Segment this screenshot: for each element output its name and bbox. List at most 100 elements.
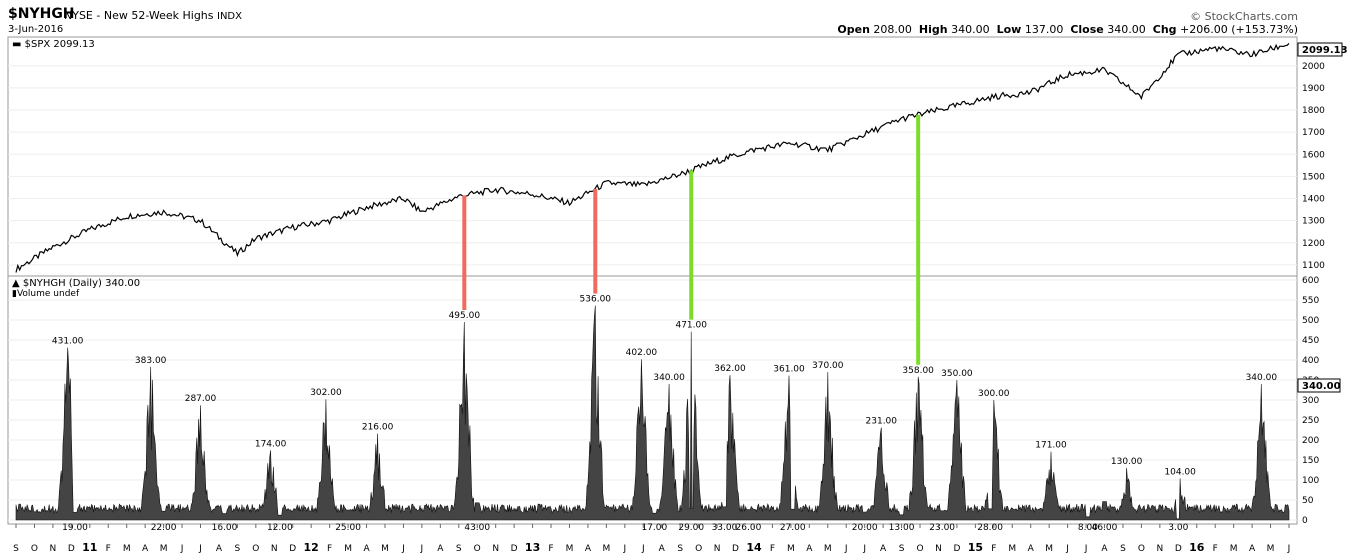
chart-date: 3-Jun-2016: [8, 24, 64, 35]
x-tick-label: J: [844, 544, 848, 554]
x-tick-label: N: [1156, 544, 1163, 554]
upper-y-tick: 1700: [1302, 128, 1325, 138]
upper-y-tick: 1500: [1302, 172, 1325, 182]
description-text: NYSE - New 52-Week Highs: [64, 9, 214, 22]
x-tick-label: J: [1287, 544, 1291, 554]
trough-label: 17.00: [641, 523, 667, 533]
nyhgh-series-area: [15, 305, 1290, 521]
upper-y-tick: 1600: [1302, 150, 1325, 160]
x-tick-label: S: [899, 544, 905, 554]
x-tick-label: A: [1028, 544, 1035, 554]
lower-y-tick: 300: [1302, 396, 1319, 406]
lower-y-tick: 500: [1302, 316, 1319, 326]
x-tick-label: M: [1008, 544, 1016, 554]
x-tick-label: 12: [304, 541, 319, 554]
upper-panel-frame: [7, 36, 1298, 277]
lower-gridlines: 050100150200250300350400450500550600: [8, 276, 1319, 526]
x-tick-label: D: [511, 544, 518, 554]
upper-y-tick: 1200: [1302, 239, 1325, 249]
nyhgh-area: [15, 305, 1290, 521]
x-tick-label: 14: [746, 541, 762, 554]
x-tick-label: N: [271, 544, 278, 554]
x-tick-label: J: [180, 544, 184, 554]
peak-label: 431.00: [52, 337, 84, 347]
divergence-lines: [462, 114, 921, 365]
lower-y-tick: 550: [1302, 296, 1319, 306]
x-tick-label: M: [1230, 544, 1238, 554]
x-tick-label: M: [1045, 544, 1053, 554]
spx-series-line: [15, 42, 1290, 273]
x-tick-label: N: [935, 544, 942, 554]
x-tick-label: J: [622, 544, 626, 554]
x-tick-label: N: [492, 544, 499, 554]
x-tick-label: S: [13, 544, 19, 554]
close-label: Close: [1070, 23, 1104, 36]
trough-label: 33.00: [712, 523, 738, 533]
peak-label: 300.00: [978, 389, 1010, 399]
x-tick-label: D: [68, 544, 75, 554]
x-tick-label: O: [916, 544, 923, 554]
low-label: Low: [996, 23, 1022, 36]
peak-label: 361.00: [773, 365, 805, 375]
peak-label: 358.00: [902, 366, 934, 376]
open-value: 208.00: [873, 23, 912, 36]
x-tick-label: A: [142, 544, 149, 554]
peak-label: 340.00: [1246, 373, 1278, 383]
peak-label: 402.00: [626, 348, 658, 358]
x-tick-label: 16: [1189, 541, 1205, 554]
x-tick-label: M: [381, 544, 389, 554]
high-label: High: [918, 23, 948, 36]
x-tick-label: J: [198, 544, 202, 554]
peak-label: 171.00: [1035, 441, 1067, 451]
x-tick-label: M: [787, 544, 795, 554]
x-tick-label: D: [289, 544, 296, 554]
lower-y-tick: 600: [1302, 276, 1319, 286]
x-tick-label: M: [160, 544, 168, 554]
peak-label: 231.00: [866, 417, 898, 427]
x-tick-label: A: [363, 544, 370, 554]
lower-y-tick: 250: [1302, 416, 1319, 426]
x-tick-label: F: [1213, 544, 1218, 554]
trough-label: 12.00: [267, 523, 293, 533]
description: NYSE - New 52-Week Highs INDX: [64, 9, 242, 22]
chart-header: $NYHGH NYSE - New 52-Week Highs INDX 3-J…: [0, 0, 1356, 37]
nyhgh-legend: ▲ $NYHGH (Daily) 340.00: [12, 278, 140, 289]
x-tick-label: N: [714, 544, 721, 554]
x-tick-label: O: [31, 544, 38, 554]
x-tick-label: A: [216, 544, 223, 554]
ohlc-readout: Open 208.00 High 340.00 Low 137.00 Close…: [837, 23, 1298, 36]
trough-label: 27.00: [780, 523, 806, 533]
spx-line: [15, 42, 1290, 273]
upper-y-tick: 2000: [1302, 62, 1325, 72]
lower-y-tick: 150: [1302, 456, 1319, 466]
x-tick-label: F: [106, 544, 111, 554]
x-tick-label: M: [566, 544, 574, 554]
trough-label: 26.00: [736, 523, 762, 533]
x-tick-label: S: [235, 544, 241, 554]
x-tick-label: A: [1101, 544, 1108, 554]
peak-label: 174.00: [255, 439, 287, 449]
x-tick-label: F: [327, 544, 332, 554]
trough-label: 29.00: [678, 523, 704, 533]
x-tick-label: O: [474, 544, 481, 554]
peak-label: 287.00: [185, 394, 217, 404]
x-tick-label: M: [344, 544, 352, 554]
x-tick-label: A: [880, 544, 887, 554]
x-tick-label: F: [548, 544, 553, 554]
high-value: 340.00: [951, 23, 990, 36]
spx-legend: ▬ $SPX 2099.13: [12, 39, 95, 50]
x-tick-label: M: [1267, 544, 1275, 554]
x-tick-label: J: [401, 544, 405, 554]
peak-label: 130.00: [1111, 457, 1143, 467]
upper-y-tick: 1900: [1302, 84, 1325, 94]
trough-label: 19.00: [62, 523, 88, 533]
peak-label: 383.00: [135, 356, 167, 366]
volume-legend: ▮Volume undef: [12, 289, 80, 299]
peak-label: 370.00: [812, 361, 844, 371]
close-value: 340.00: [1107, 23, 1146, 36]
x-tick-label: O: [1138, 544, 1145, 554]
lower-y-tick: 450: [1302, 336, 1319, 346]
x-tick-label: J: [862, 544, 866, 554]
symbol: $NYHGH: [8, 6, 75, 22]
